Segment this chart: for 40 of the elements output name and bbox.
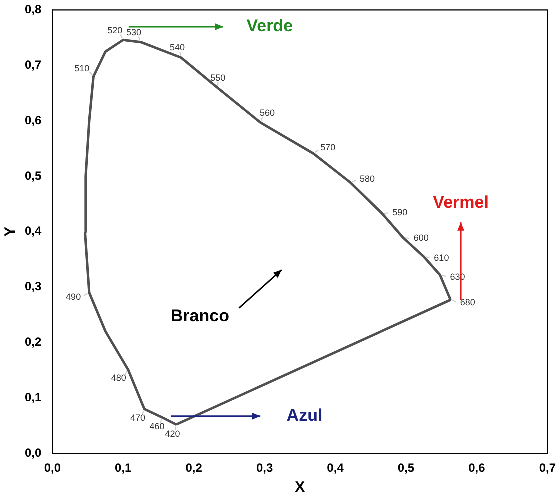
- annotation: 540: [170, 42, 186, 53]
- x-tick-label: 0,4: [327, 461, 344, 476]
- annotation: 520: [108, 26, 123, 36]
- annotation: 460: [150, 422, 165, 432]
- y-tick-label: 0,3: [24, 280, 42, 294]
- y-tick-label: 0,1: [24, 390, 42, 404]
- y-tick-label: 0,7: [24, 58, 42, 72]
- annotation: 550: [210, 72, 226, 83]
- y-tick-label: 0,8: [24, 2, 42, 17]
- annotation: 480: [111, 372, 126, 383]
- y-tick-label: 0,5: [24, 168, 42, 183]
- annotation: 610: [434, 252, 450, 263]
- annotation: 680: [460, 298, 476, 308]
- x-tick-label: 0,3: [256, 461, 274, 476]
- annotation: 510: [74, 64, 90, 74]
- annotation: Azul: [286, 406, 323, 426]
- x-tick-label: 0,1: [115, 461, 132, 476]
- annotation: 560: [260, 108, 276, 118]
- annotation: 420: [165, 429, 180, 440]
- x-tick-label: 0,5: [398, 461, 415, 476]
- y-tick-label: 0,0: [24, 446, 42, 460]
- x-axis-title: X: [295, 479, 306, 496]
- annotation: 490: [66, 292, 82, 302]
- annotation: 580: [360, 174, 376, 184]
- y-tick-label: 0,6: [24, 113, 42, 128]
- annotation: Verde: [246, 16, 294, 36]
- annotation: 600: [414, 233, 429, 244]
- annotation: 470: [130, 413, 146, 424]
- annotation: 590: [392, 207, 408, 218]
- annotation: Vermel: [433, 192, 489, 212]
- y-axis-title: Y: [2, 226, 20, 237]
- annotation: 570: [320, 142, 336, 152]
- x-tick-label: 0,0: [44, 461, 62, 476]
- x-tick-label: 0,7: [539, 461, 556, 476]
- y-tick-label: 0,4: [24, 224, 42, 238]
- annotation: Branco: [170, 306, 230, 326]
- annotation: 530: [126, 28, 142, 38]
- x-tick-label: 0,6: [468, 461, 486, 476]
- x-tick-label: 0,2: [186, 461, 203, 476]
- y-tick-label: 0,2: [24, 335, 42, 350]
